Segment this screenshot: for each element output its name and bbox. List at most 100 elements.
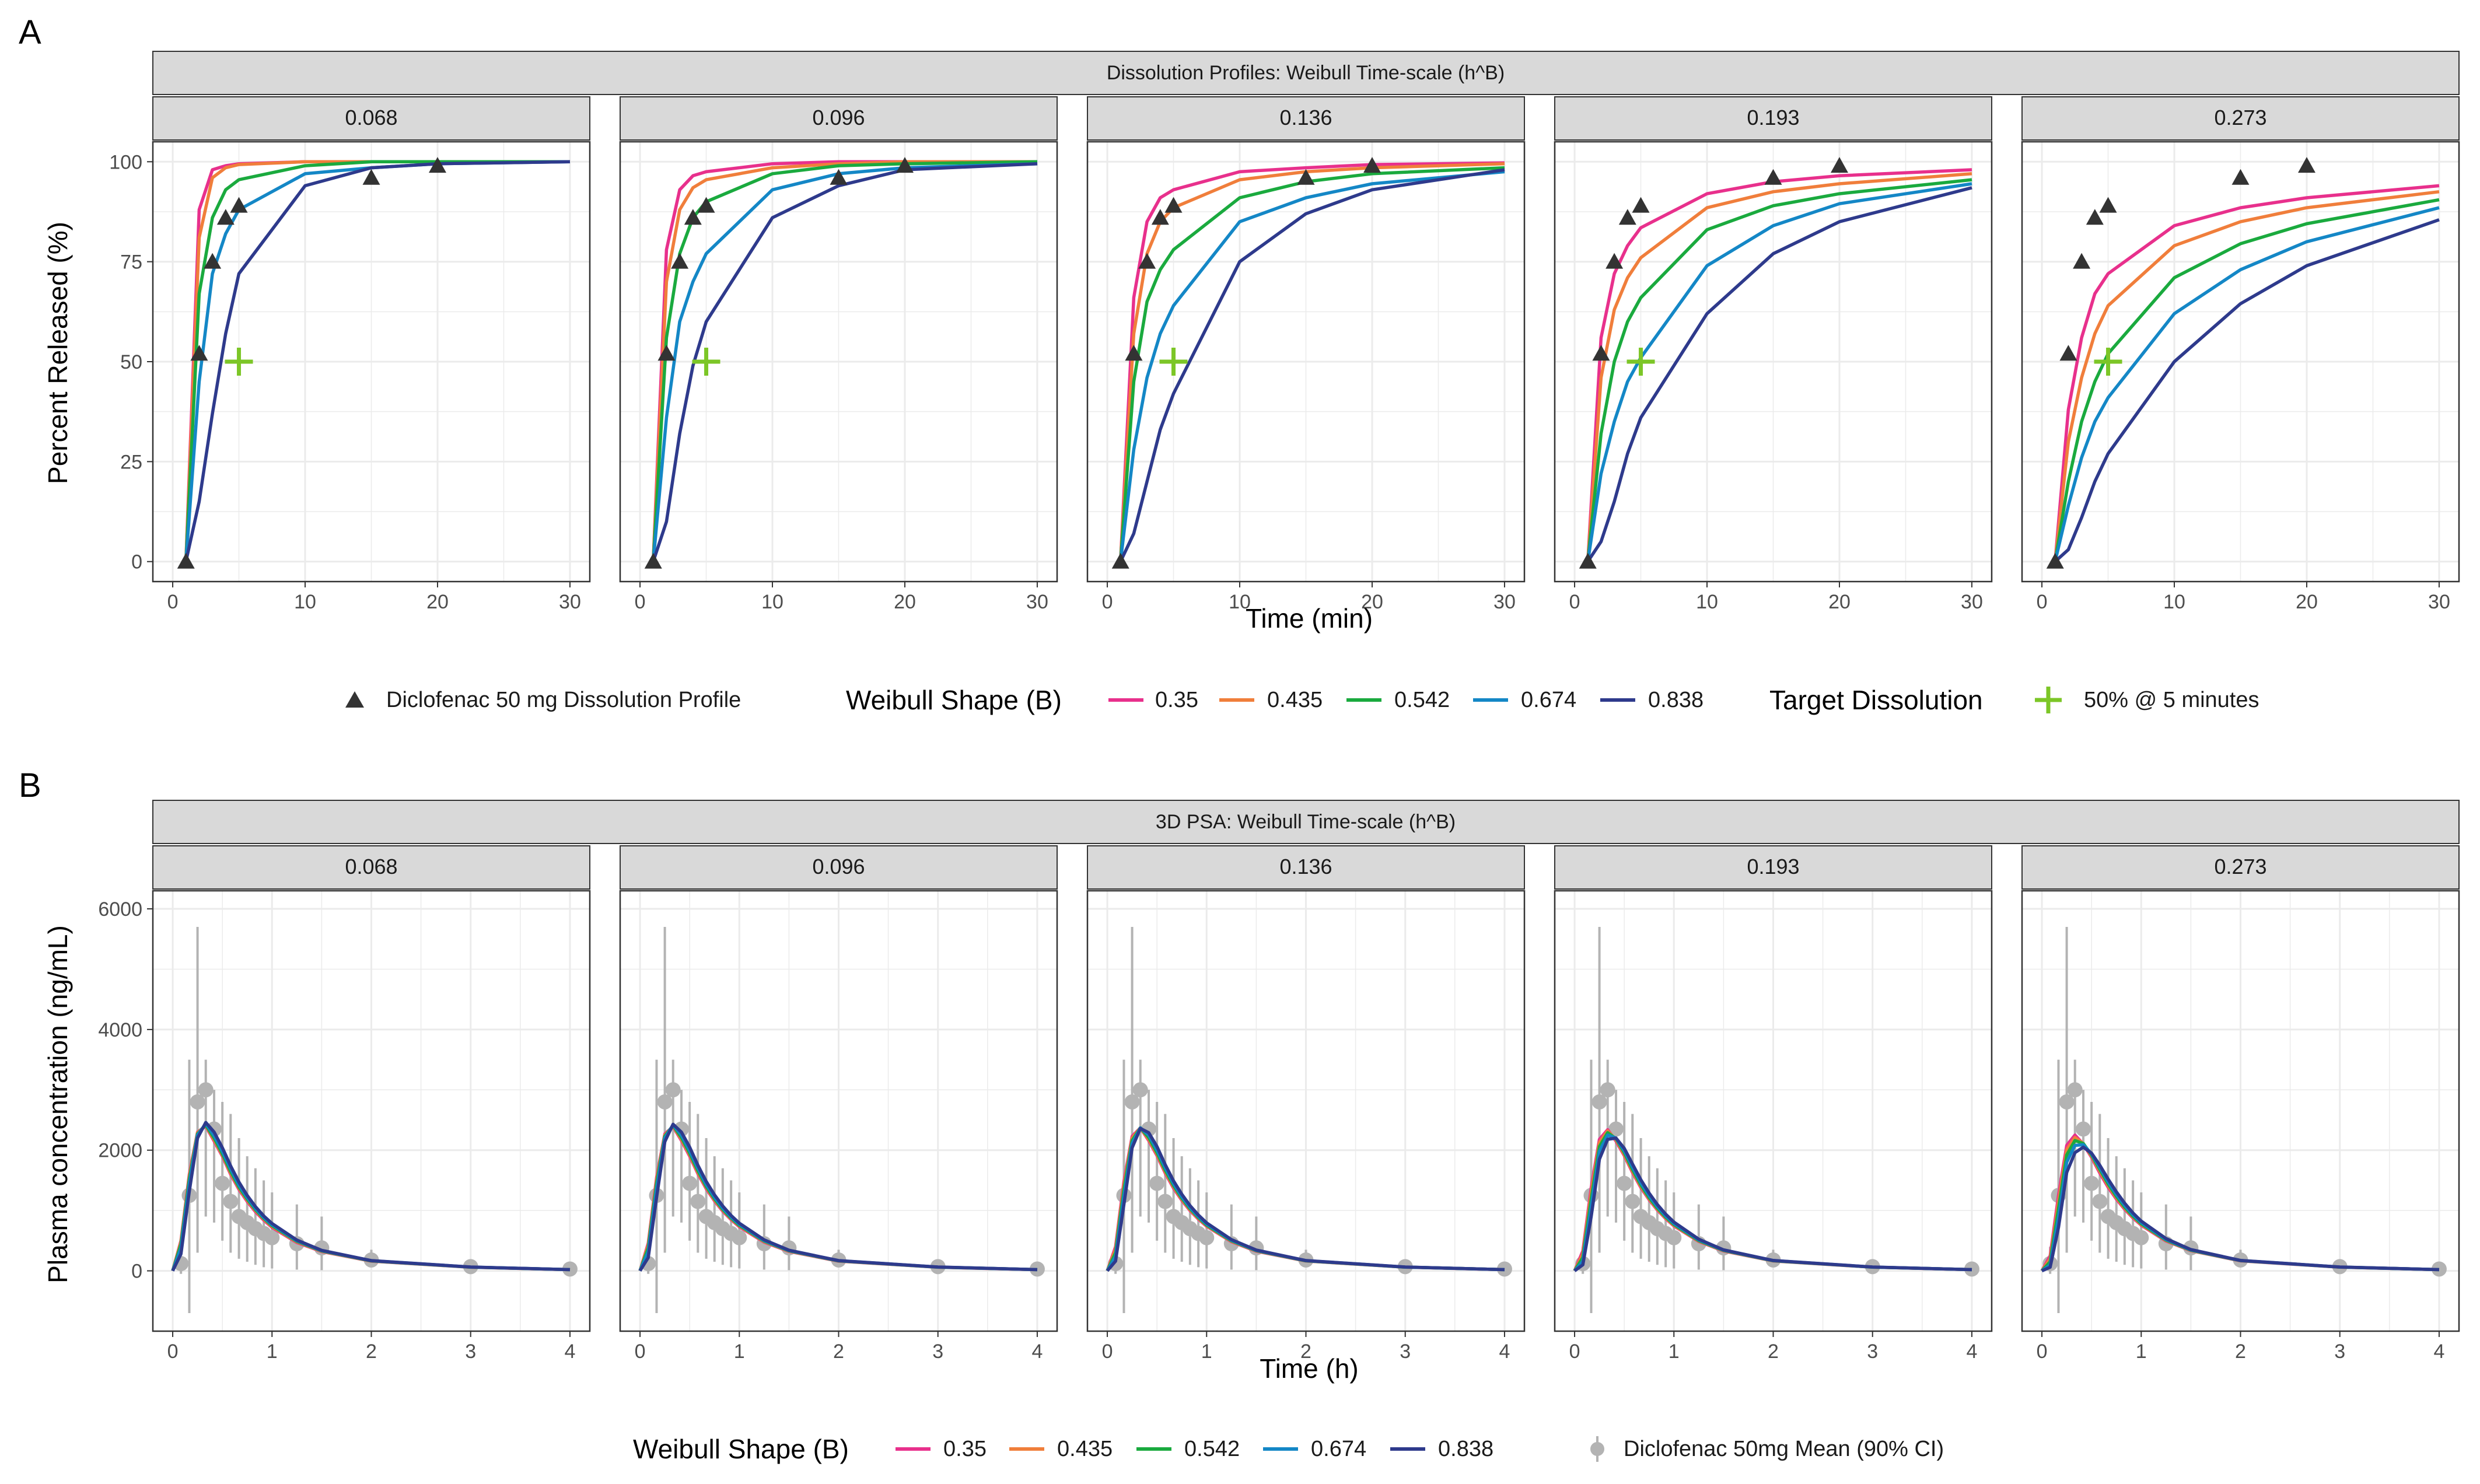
x-tick-label: 3	[465, 1340, 476, 1363]
facet-b-2: 0.096 0 1 2 3 4	[619, 845, 1058, 1363]
curve-shape-0-435	[2053, 190, 2440, 562]
facet-strip	[1087, 96, 1525, 141]
observed-point	[690, 1194, 706, 1209]
facet-strip	[152, 845, 590, 890]
observed-triangle	[657, 345, 676, 361]
x-tick-label: 1	[1669, 1340, 1680, 1363]
facet-strip-label: 0.068	[345, 855, 397, 878]
x-tick-label: 0	[167, 1340, 179, 1363]
curve-shape-0-838	[1106, 1126, 1505, 1272]
curve-shape-0-838	[2054, 218, 2440, 563]
legend-b-label-0-35: 0.35	[943, 1437, 987, 1461]
curve-shape-0-542	[1586, 178, 1972, 562]
facet-strip-label: 0.193	[1747, 106, 1799, 130]
y-tick-label: 6000	[98, 898, 142, 921]
curve-shape-0-35	[2053, 184, 2440, 562]
curve-shape-0-838	[638, 1122, 1038, 1272]
observed-triangle	[216, 209, 235, 225]
observed-point	[1625, 1194, 1640, 1209]
observed-point	[1124, 1094, 1140, 1110]
panel-a: Dissolution Profiles: Weibull Time-scale…	[43, 51, 2460, 715]
legend-target-plus-icon	[2035, 687, 2062, 713]
x-tick-label: 10	[1229, 591, 1251, 613]
facet-strip-label: 0.096	[812, 106, 865, 130]
legend-series-0-542: 0.542	[1346, 688, 1450, 712]
facet-a-5: 0.273 0 10 20 30	[2021, 96, 2460, 613]
observed-triangle	[1579, 552, 1597, 569]
facet-strip	[620, 845, 1058, 890]
x-tick-label: 30	[1961, 591, 1983, 613]
observed-point	[198, 1082, 214, 1098]
observed-point	[1157, 1194, 1173, 1209]
x-tick-label: 10	[294, 591, 316, 613]
y-tick-label: 0	[131, 1261, 142, 1283]
curve-shape-0-35	[1586, 168, 1972, 562]
x-tick-label: 2	[366, 1340, 377, 1363]
x-tick-label: 2	[1768, 1340, 1779, 1363]
x-tick-label: 30	[2428, 591, 2450, 613]
x-tick-label: 20	[894, 591, 916, 613]
observed-triangle	[684, 209, 702, 225]
facet-a-1: 0.068 0 10 20 30 0 25 50 75 100	[109, 96, 591, 613]
x-tick-label: 1	[1201, 1340, 1212, 1363]
observed-point	[1199, 1230, 1215, 1245]
plot-frame	[2021, 890, 2460, 1332]
curve-shape-0-674	[1118, 170, 1505, 562]
facet-strip-label: 0.068	[345, 106, 397, 130]
plot-frame	[1086, 890, 1526, 1332]
legend-b-label-0-542: 0.542	[1184, 1437, 1240, 1461]
legend-b-observed-label: Diclofenac 50mg Mean (90% CI)	[1624, 1437, 1944, 1461]
x-tick-label: 20	[1828, 591, 1851, 613]
observed-triangle	[671, 253, 689, 269]
facet-a-3: 0.136 0 10 20 30	[1086, 96, 1526, 613]
curve-shape-0-838	[2041, 1145, 2440, 1273]
x-tick-label: 0	[1102, 1340, 1113, 1363]
x-tick-label: 20	[1361, 591, 1383, 613]
x-tick-label: 4	[1966, 1340, 1977, 1363]
observed-triangle	[1297, 169, 1315, 185]
legend-b-series-0-838: 0.838	[1390, 1437, 1493, 1461]
facet-a-4: 0.193 0 10 20 30	[1554, 96, 1993, 613]
x-tick-label: 0	[1102, 591, 1113, 613]
legend-b-series-0-435: 0.435	[1009, 1437, 1113, 1461]
x-tick-label: 2	[1300, 1340, 1311, 1363]
observed-triangle	[204, 253, 222, 269]
y-tick-label: 4000	[98, 1019, 142, 1041]
observed-triangle	[1830, 157, 1848, 173]
x-tick-label: 0	[1569, 591, 1580, 613]
facet-b-1: 0.068 0 1 2 3 4 0 2000 4000 6000	[98, 845, 591, 1363]
x-tick-label: 0	[2037, 1340, 2048, 1363]
curve-shape-0-435	[651, 160, 1037, 562]
observed-point	[2133, 1230, 2149, 1245]
observed-triangle	[1125, 345, 1143, 361]
observed-point	[732, 1230, 747, 1245]
observed-triangle	[830, 169, 848, 185]
panel-b-facets: 0.068 0 1 2 3 4 0 2000 4000 6000 0.096 0 1 2 3 4 0.136 0 1…	[98, 845, 2460, 1363]
observed-triangle	[1363, 157, 1381, 173]
observed-point	[2092, 1194, 2108, 1209]
observed-point	[2067, 1082, 2083, 1098]
legend-b-shape-title: Weibull Shape (B)	[633, 1434, 849, 1464]
x-tick-label: 10	[1696, 591, 1718, 613]
facet-strip-label: 0.136	[1279, 855, 1332, 878]
observed-point	[215, 1175, 230, 1191]
panel-b-x-axis-label: Time (h)	[1260, 1353, 1359, 1384]
legend-b-series-0-35: 0.35	[896, 1437, 987, 1461]
y-tick-label: 2000	[98, 1140, 142, 1162]
facet-strip-label: 0.273	[2214, 106, 2266, 130]
plot-frame	[619, 890, 1058, 1332]
plot-frame	[1554, 890, 1993, 1332]
legend-series-0-435: 0.435	[1219, 688, 1323, 712]
observed-triangle	[1632, 197, 1650, 213]
observed-triangle	[428, 157, 446, 173]
observed-point	[1600, 1082, 1615, 1098]
legend-b-series-0-674: 0.674	[1263, 1437, 1366, 1461]
target-plus-marker	[1626, 348, 1655, 376]
curve-shape-0-838	[171, 1121, 571, 1272]
observed-point	[190, 1094, 205, 1110]
x-tick-label: 0	[635, 1340, 646, 1363]
x-tick-label: 0	[167, 591, 179, 613]
facet-a-2: 0.096 0 10 20 30	[619, 96, 1058, 613]
observed-point	[1149, 1175, 1165, 1191]
observed-triangle	[697, 197, 715, 213]
